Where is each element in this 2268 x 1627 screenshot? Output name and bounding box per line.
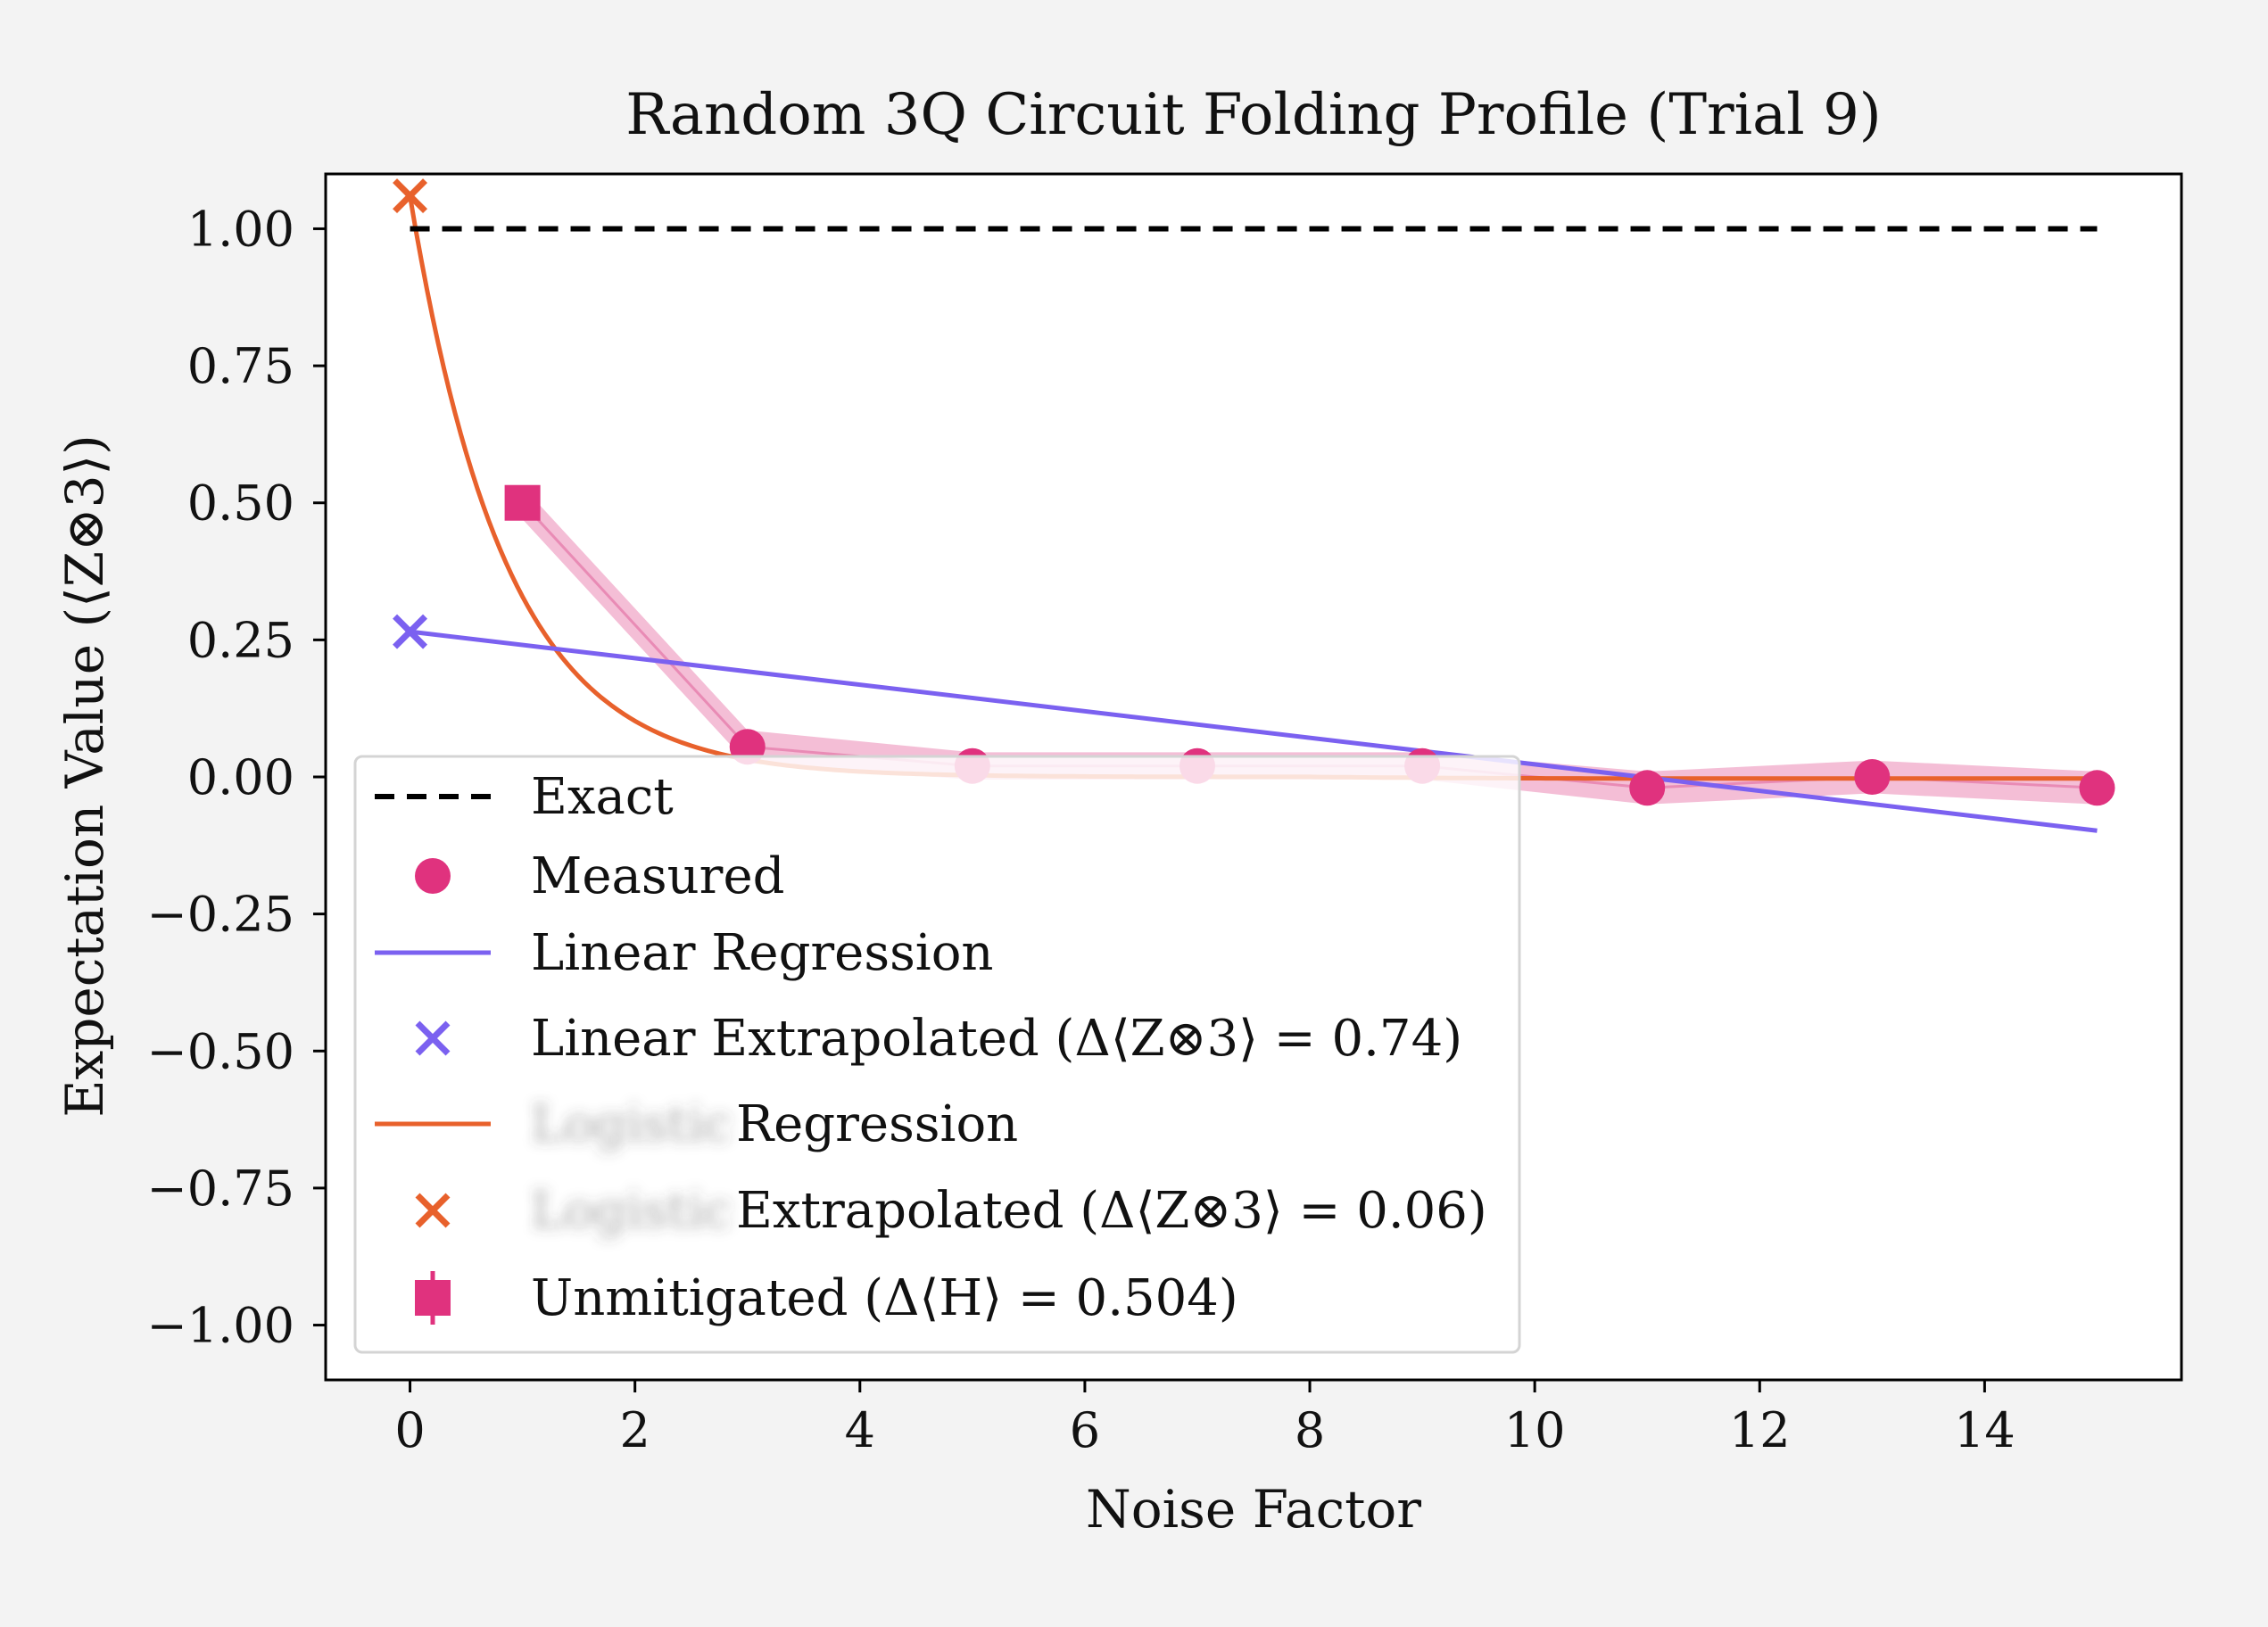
x-tick-label: 12 xyxy=(1729,1402,1791,1458)
legend-obscured-word: Logistic xyxy=(531,1095,732,1153)
legend-obscured-word: Logistic xyxy=(531,1182,732,1240)
legend-label: Exact xyxy=(531,768,674,826)
legend-handle-linear-x xyxy=(415,1020,451,1056)
measured-point xyxy=(1629,770,1666,806)
legend-label: Extrapolated (Δ⟨Z⊗3⟩ = 0.06) xyxy=(736,1182,1487,1240)
measured-point xyxy=(1854,759,1891,795)
chart-title: Random 3Q Circuit Folding Profile (Trial… xyxy=(625,82,1882,148)
legend-item-exact: Exact xyxy=(375,768,674,826)
legend-label: Measured xyxy=(531,847,784,905)
legend-item-linear_x: Linear Extrapolated (Δ⟨Z⊗3⟩ = 0.74) xyxy=(415,1010,1462,1068)
linear-extrapolated-marker xyxy=(393,614,428,649)
y-tick-label: −1.00 xyxy=(147,1298,294,1354)
legend-item-unmitigated: Unmitigated (Δ⟨H⟩ = 0.504) xyxy=(415,1269,1238,1327)
y-tick-label: 0.25 xyxy=(187,612,294,668)
legend: Exact Measured Linear Regression Linear Ext… xyxy=(353,755,1521,1354)
x-tick-label: 14 xyxy=(1954,1402,2016,1458)
y-tick-label: −0.50 xyxy=(147,1023,294,1079)
y-tick-label: −0.75 xyxy=(147,1160,294,1217)
x-tick-label: 4 xyxy=(845,1402,875,1458)
y-tick-label: 0.50 xyxy=(187,475,294,532)
legend-label: Linear Regression xyxy=(531,924,994,982)
x-tick-label: 8 xyxy=(1295,1402,1325,1458)
legend-item-linear: Linear Regression xyxy=(375,924,994,982)
y-tick-label: 0.00 xyxy=(187,749,294,805)
x-tick-label: 2 xyxy=(619,1402,650,1458)
x-axis-label: Noise Factor xyxy=(1086,1479,1421,1540)
x-tick-label: 6 xyxy=(1070,1402,1100,1458)
measured-error-band xyxy=(522,486,2098,805)
linear-regression-line xyxy=(410,629,2098,833)
legend-handle-measured xyxy=(415,858,451,894)
legend-item-logistic: Logistic Regression xyxy=(375,1095,1018,1153)
x-tick-label: 10 xyxy=(1504,1402,1566,1458)
x-tick-label: 0 xyxy=(394,1402,425,1458)
logistic-extrapolated-marker xyxy=(393,178,428,214)
measured-point xyxy=(2079,770,2115,806)
y-tick-label: 0.75 xyxy=(187,338,294,394)
axes-layer: 0 2 4 6 8 10 12 14 1.00 0.75 0.50 0.25 0.00 −0.25 −0.5… xyxy=(147,201,2016,1458)
y-axis-label: Expectation Value (⟨Z⊗3⟩) xyxy=(54,434,115,1118)
legend-handle-logistic-x xyxy=(415,1193,451,1228)
legend-label: Regression xyxy=(736,1095,1018,1153)
legend-box xyxy=(353,755,1521,1354)
legend-label: Unmitigated (Δ⟨H⟩ = 0.504) xyxy=(531,1269,1238,1327)
y-tick-label: −0.25 xyxy=(147,887,294,943)
unmitigated-point xyxy=(504,484,541,521)
legend-item-logistic_x: Logistic Extrapolated (Δ⟨Z⊗3⟩ = 0.06) xyxy=(415,1182,1487,1240)
legend-item-measured: Measured xyxy=(415,847,784,905)
y-tick-label: 1.00 xyxy=(187,201,294,257)
legend-label: Linear Extrapolated (Δ⟨Z⊗3⟩ = 0.74) xyxy=(531,1010,1462,1068)
